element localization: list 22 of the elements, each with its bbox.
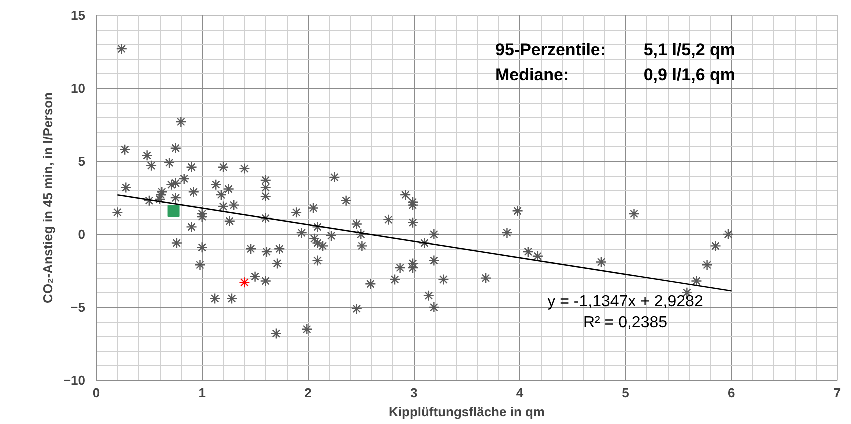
annotation: R² = 0,2385 [583,314,668,332]
x-tick-label: 3 [410,386,418,400]
annotation: y = -1,1347x + 2,9282 [548,294,704,310]
annotation: Mediane: [496,66,570,84]
x-tick-label: 6 [728,386,736,400]
y-tick-label: 0 [78,227,86,242]
x-tick-label: 0 [92,386,100,400]
y-tick-label: −5 [70,300,86,315]
y-tick-label: 5 [78,154,86,169]
y-tick-label: 10 [71,81,86,96]
annotation: 95-Perzentile: [496,40,606,60]
x-tick-label: 2 [304,386,312,400]
y-tick-label: 15 [71,8,86,23]
x-tick-label: 4 [516,386,524,400]
y-tick-label: −10 [63,373,86,388]
x-tick-label: 1 [198,386,206,400]
annotation: 5,1 l/5,2 qm [644,40,736,60]
annotation: 0,9 l/1,6 qm [644,66,736,84]
y-axis-title: CO₂-Anstieg in 45 min, in l/Person [40,92,56,304]
x-axis-title: Kipplüftungsfläche in qm [389,404,546,420]
x-tick-label: 5 [622,386,630,400]
x-tick-label: 7 [834,386,842,400]
